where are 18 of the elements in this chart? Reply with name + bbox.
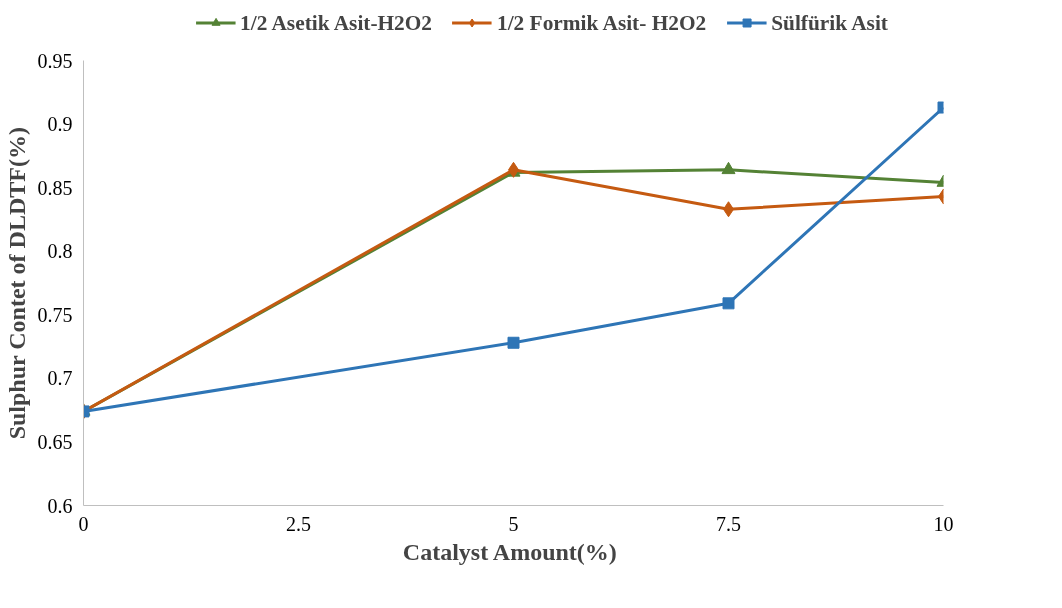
x-tick-label: 10	[933, 512, 954, 535]
y-tick-label: 0.6	[47, 494, 73, 517]
y-tick-label: 0.7	[47, 367, 73, 390]
x-axis-title: Catalyst Amount(%)	[402, 538, 617, 565]
y-tick-label: 0.9	[47, 113, 73, 136]
legend-label: 1/2 Formik Asit- H2O2	[497, 10, 707, 35]
y-tick-label: 0.85	[37, 176, 73, 199]
y-tick-label: 0.95	[37, 49, 73, 72]
legend-label: 1/2 Asetik Asit-H2O2	[240, 10, 433, 35]
y-axis-title: Sulphur Contet of DLDTF(%)	[3, 127, 30, 440]
y-tick-label: 0.75	[37, 303, 73, 326]
legend-label: Sülfürik Asit	[771, 10, 888, 35]
x-tick-label: 2.5	[286, 512, 311, 535]
x-tick-label: 7.5	[716, 512, 741, 535]
y-tick-label: 0.65	[37, 430, 73, 453]
x-tick-label: 5	[508, 512, 519, 535]
x-tick-label: 0	[78, 512, 89, 535]
y-tick-label: 0.8	[47, 240, 73, 263]
